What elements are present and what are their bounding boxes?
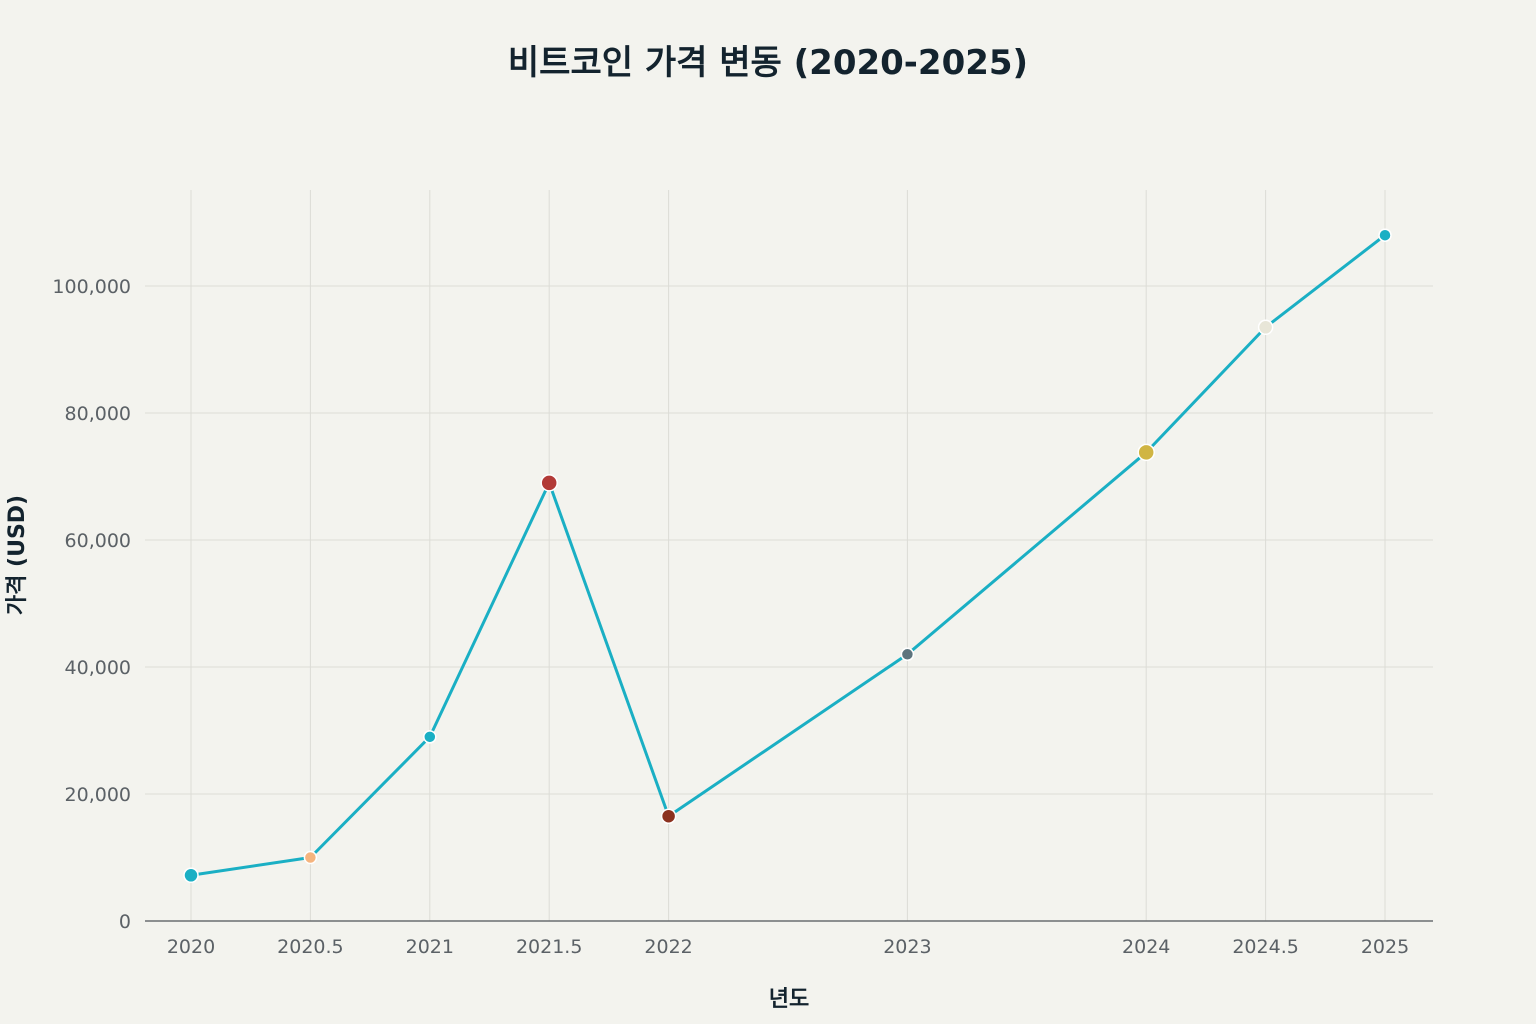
y-tick-label: 100,000 bbox=[52, 276, 131, 298]
x-tick-label: 2021.5 bbox=[516, 936, 582, 958]
series-line bbox=[190, 234, 1386, 877]
y-tick-label: 0 bbox=[119, 911, 131, 933]
data-point bbox=[1137, 443, 1155, 462]
grid bbox=[145, 190, 1433, 921]
data-point bbox=[303, 850, 318, 865]
y-tick-label: 40,000 bbox=[65, 657, 131, 679]
x-tick-label: 2020 bbox=[167, 936, 215, 958]
y-tick-label: 80,000 bbox=[65, 403, 131, 425]
data-point bbox=[1257, 319, 1274, 336]
x-tick-label: 2020.5 bbox=[277, 936, 343, 958]
x-tick-label: 2024.5 bbox=[1232, 936, 1298, 958]
data-point bbox=[183, 867, 199, 884]
data-point bbox=[1378, 228, 1392, 242]
y-tick-label: 20,000 bbox=[65, 784, 131, 806]
x-tick-label: 2022 bbox=[644, 936, 692, 958]
data-point bbox=[660, 808, 677, 824]
x-tick-label: 2023 bbox=[883, 936, 931, 958]
data-point bbox=[423, 730, 437, 744]
y-axis-title: 가격 (USD) bbox=[5, 495, 30, 615]
data-point bbox=[900, 647, 915, 662]
x-tick-label: 2021 bbox=[406, 936, 454, 958]
x-axis-title: 년도 bbox=[769, 987, 809, 1012]
series-layer bbox=[183, 228, 1392, 884]
x-tick-label: 2025 bbox=[1361, 936, 1409, 958]
axes: 2020 2020.5 2021 2021.5 2022 2023 2024 2024.5 20… bbox=[52, 276, 1433, 958]
chart-title: 비트코인 가격 변동 (2020-2025) bbox=[508, 43, 1028, 83]
y-tick-label: 60,000 bbox=[65, 530, 131, 552]
data-point bbox=[540, 474, 558, 492]
x-tick-label: 2024 bbox=[1122, 936, 1170, 958]
